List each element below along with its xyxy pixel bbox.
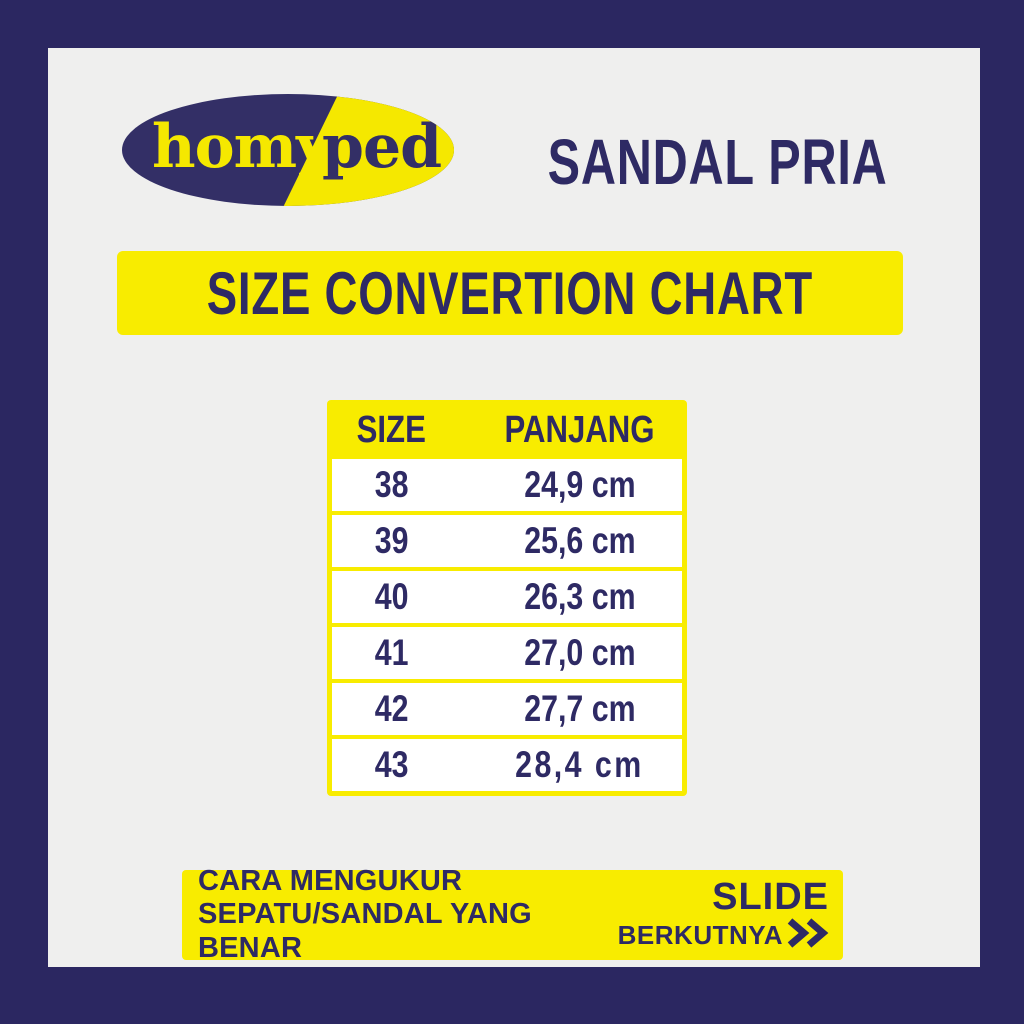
table-row: 41 27,0 cm [332, 627, 682, 679]
table-row: 39 25,6 cm [332, 515, 682, 567]
size-chart-banner: SIZE CONVERTION CHART [117, 251, 903, 335]
table-row: 42 27,7 cm [332, 683, 682, 735]
col-header-size: SIZE [356, 408, 427, 451]
panjang-cell: 27,7 cm [523, 688, 636, 729]
size-cell: 42 [374, 688, 409, 729]
homyped-logo: homy ped [122, 94, 454, 206]
panjang-cell: 28,4 cm [515, 744, 644, 785]
size-cell: 39 [374, 520, 409, 561]
size-cell: 41 [374, 632, 409, 673]
table-row: 40 26,3 cm [332, 571, 682, 623]
table-row: 43 28,4 cm [332, 739, 682, 791]
double-chevron-right-icon [785, 918, 829, 952]
measure-info-text: CARA MENGUKUR SEPATU/SANDAL YANG BENAR [198, 865, 618, 964]
slide-next-control[interactable]: SLIDE BERKUTNYA [618, 878, 829, 952]
size-table: SIZE PANJANG 38 24,9 cm 39 25,6 cm 40 26… [327, 400, 687, 796]
table-header-row: SIZE PANJANG [332, 405, 682, 455]
size-cell: 40 [374, 576, 409, 617]
slide-label: SLIDE [712, 876, 829, 918]
panjang-cell: 27,0 cm [523, 632, 636, 673]
content-panel: homy ped SANDAL PRIA SIZE CONVERTION CHA… [48, 48, 980, 967]
measure-info-line2: SEPATU/SANDAL YANG BENAR [198, 898, 532, 964]
footer-banner: CARA MENGUKUR SEPATU/SANDAL YANG BENAR S… [182, 865, 843, 964]
table-row: 38 24,9 cm [332, 459, 682, 511]
panjang-cell: 25,6 cm [523, 520, 636, 561]
size-cell: 43 [374, 744, 409, 785]
logo-text-ped: ped [322, 112, 442, 182]
panjang-cell: 24,9 cm [523, 464, 636, 505]
panjang-cell: 26,3 cm [523, 576, 636, 617]
logo-text-homy: homy [152, 112, 331, 182]
col-header-panjang: PANJANG [504, 408, 655, 451]
measure-info-line1: CARA MENGUKUR [198, 865, 463, 898]
next-label: BERKUTNYA [617, 920, 783, 950]
size-cell: 38 [374, 464, 409, 505]
page-title: SANDAL PRIA [548, 126, 888, 198]
